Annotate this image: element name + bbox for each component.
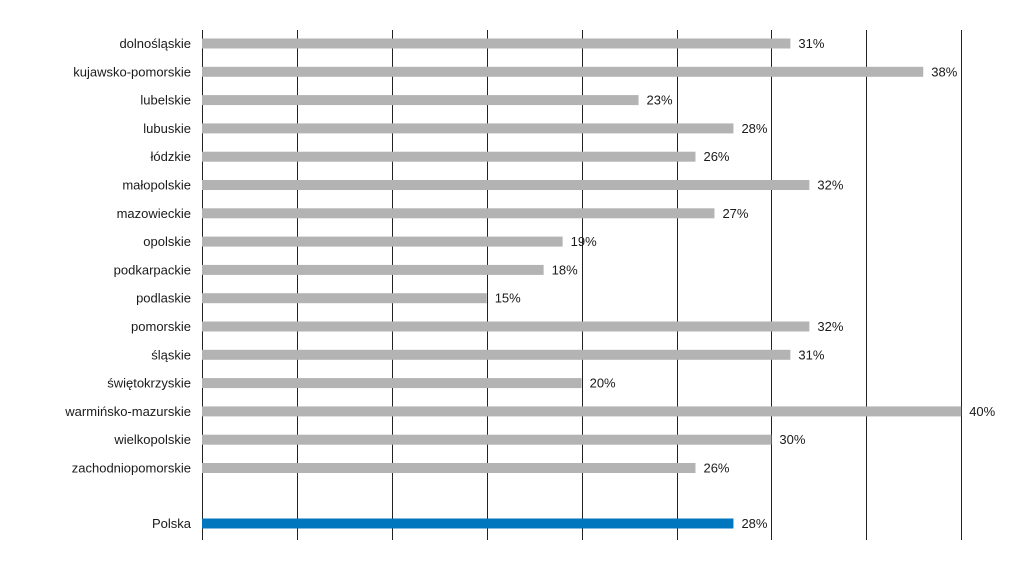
bar-row-14 (202, 434, 772, 445)
value-label-row-1: 38% (931, 64, 957, 79)
value-label-row-11: 31% (798, 347, 824, 362)
value-label-row-3: 28% (741, 121, 767, 136)
bar-row-8 (202, 264, 544, 275)
bar-row-4 (202, 151, 696, 162)
category-label-row-10: pomorskie (131, 319, 191, 334)
bar-row-9 (202, 293, 487, 304)
category-label-row-1: kujawsko-pomorskie (73, 64, 191, 79)
bar-row-13 (202, 406, 962, 417)
category-label-row-5: małopolskie (122, 178, 191, 193)
bars (202, 38, 962, 529)
category-label-row-6: mazowieckie (117, 206, 191, 221)
category-label-row-11: śląskie (151, 347, 191, 362)
category-label-row-14: wielkopolskie (113, 432, 191, 447)
bar-row-6 (202, 208, 715, 219)
value-label-row-6: 27% (722, 206, 748, 221)
category-label-row-4: łódzkie (151, 149, 191, 164)
category-label-row-13: warmińsko-mazurskie (64, 404, 191, 419)
category-label-row-2: lubelskie (140, 93, 191, 108)
bar-row-1 (202, 66, 924, 77)
bar-row-16 (202, 518, 734, 529)
value-label-row-16: 28% (741, 516, 767, 531)
bar-row-10 (202, 321, 810, 332)
bar-row-11 (202, 349, 791, 360)
value-label-row-2: 23% (647, 93, 673, 108)
category-label-row-3: lubuskie (143, 121, 191, 136)
value-label-row-12: 20% (590, 376, 616, 391)
category-label-row-12: świętokrzyskie (107, 376, 191, 391)
category-label-row-9: podlaskie (136, 291, 191, 306)
category-label-row-7: opolskie (143, 234, 191, 249)
gridlines (202, 30, 962, 540)
value-label-row-7: 19% (571, 234, 597, 249)
value-label-row-15: 26% (703, 461, 729, 476)
value-label-row-10: 32% (817, 319, 843, 334)
bar-row-5 (202, 180, 810, 190)
category-label-row-16: Polska (152, 516, 192, 531)
value-label-row-8: 18% (552, 262, 578, 277)
value-label-row-14: 30% (779, 432, 805, 447)
value-label-row-4: 26% (703, 149, 729, 164)
category-label-row-8: podkarpackie (114, 262, 191, 277)
bar-row-15 (202, 463, 696, 473)
value-label-row-0: 31% (798, 36, 824, 51)
value-label-row-13: 40% (969, 404, 995, 419)
bar-row-3 (202, 123, 734, 134)
category-label-row-0: dolnośląskie (119, 36, 191, 51)
category-label-row-15: zachodniopomorskie (72, 461, 191, 476)
bar-row-2 (202, 95, 639, 106)
labels: dolnośląskie 31% kujawsko-pomorskie 38% lube… (64, 36, 995, 531)
value-label-row-5: 32% (817, 178, 843, 193)
bar-row-7 (202, 236, 563, 247)
value-label-row-9: 15% (495, 291, 521, 306)
bar-row-12 (202, 378, 582, 389)
bar-row-0 (202, 38, 791, 49)
